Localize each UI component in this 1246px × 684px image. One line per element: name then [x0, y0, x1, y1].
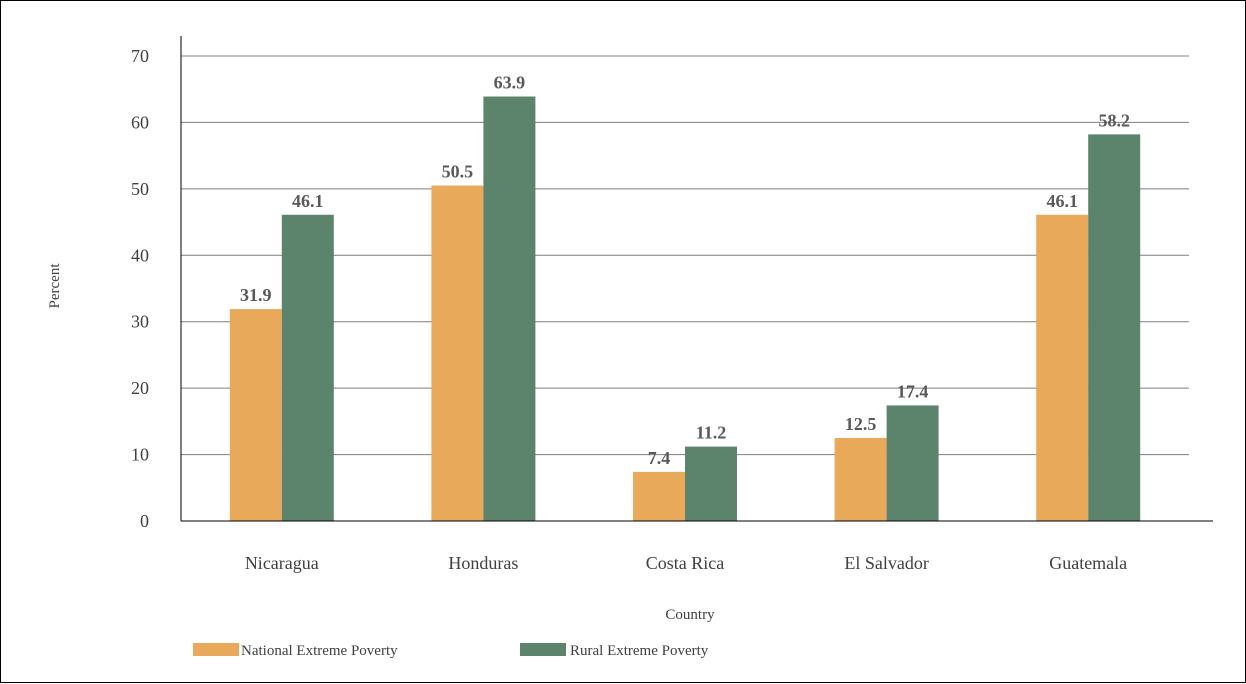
- bar-national: [1036, 214, 1089, 521]
- data-label-national: 12.5: [845, 414, 877, 434]
- bar-national: [229, 309, 282, 521]
- bars: [229, 96, 1141, 522]
- x-category-label: Guatemala: [1049, 553, 1127, 573]
- data-label-rural: 46.1: [292, 191, 324, 211]
- data-label-national: 7.4: [648, 448, 671, 468]
- x-axis-categories: Nicaragua Honduras Costa Rica El Salvador Gu…: [245, 553, 1127, 573]
- y-tick-label: 40: [131, 245, 149, 265]
- x-category-label: Honduras: [448, 553, 518, 573]
- bar-national: [431, 185, 484, 522]
- y-tick-label: 50: [131, 179, 149, 199]
- legend-swatch-national: [193, 643, 239, 656]
- y-tick-label: 10: [131, 445, 149, 465]
- y-tick-label: 0: [140, 511, 149, 531]
- data-label-rural: 63.9: [494, 73, 526, 93]
- data-label-rural: 58.2: [1098, 110, 1130, 130]
- bar-rural: [1088, 134, 1141, 521]
- data-label-rural: 17.4: [897, 381, 929, 401]
- bar-national: [834, 437, 887, 521]
- legend-swatch-rural: [520, 643, 566, 656]
- bar-rural: [886, 405, 939, 521]
- data-label-national: 46.1: [1046, 191, 1078, 211]
- data-label-national: 50.5: [442, 162, 474, 182]
- data-label-rural: 11.2: [696, 423, 727, 443]
- axes: [180, 36, 1213, 522]
- x-category-label: Costa Rica: [646, 553, 725, 573]
- y-tick-label: 70: [131, 46, 149, 66]
- bar-rural: [685, 446, 737, 521]
- y-axis-title: Percent: [47, 263, 63, 309]
- legend-label-rural: Rural Extreme Poverty: [570, 643, 709, 659]
- grid-lines: [181, 55, 1189, 456]
- y-tick-label: 60: [131, 112, 149, 132]
- x-axis-title: Country: [665, 607, 715, 623]
- data-label-national: 31.9: [240, 285, 272, 305]
- y-tick-label: 30: [131, 312, 149, 332]
- x-category-label: El Salvador: [844, 553, 928, 573]
- y-tick-label: 20: [131, 378, 149, 398]
- x-category-label: Nicaragua: [245, 553, 319, 573]
- legend-label-national: National Extreme Poverty: [241, 643, 398, 659]
- legend: National Extreme Poverty Rural Extreme P…: [193, 643, 709, 659]
- data-labels: 31.9 46.1 50.5 63.9 7.4 11.2 12.5 17.4 46.1 58.2: [240, 73, 1130, 468]
- bar-rural: [483, 96, 536, 522]
- bar-national: [633, 471, 685, 521]
- bar-rural: [281, 214, 334, 521]
- y-axis-ticks: 0 10 20 30 40 50 60 70: [131, 46, 149, 531]
